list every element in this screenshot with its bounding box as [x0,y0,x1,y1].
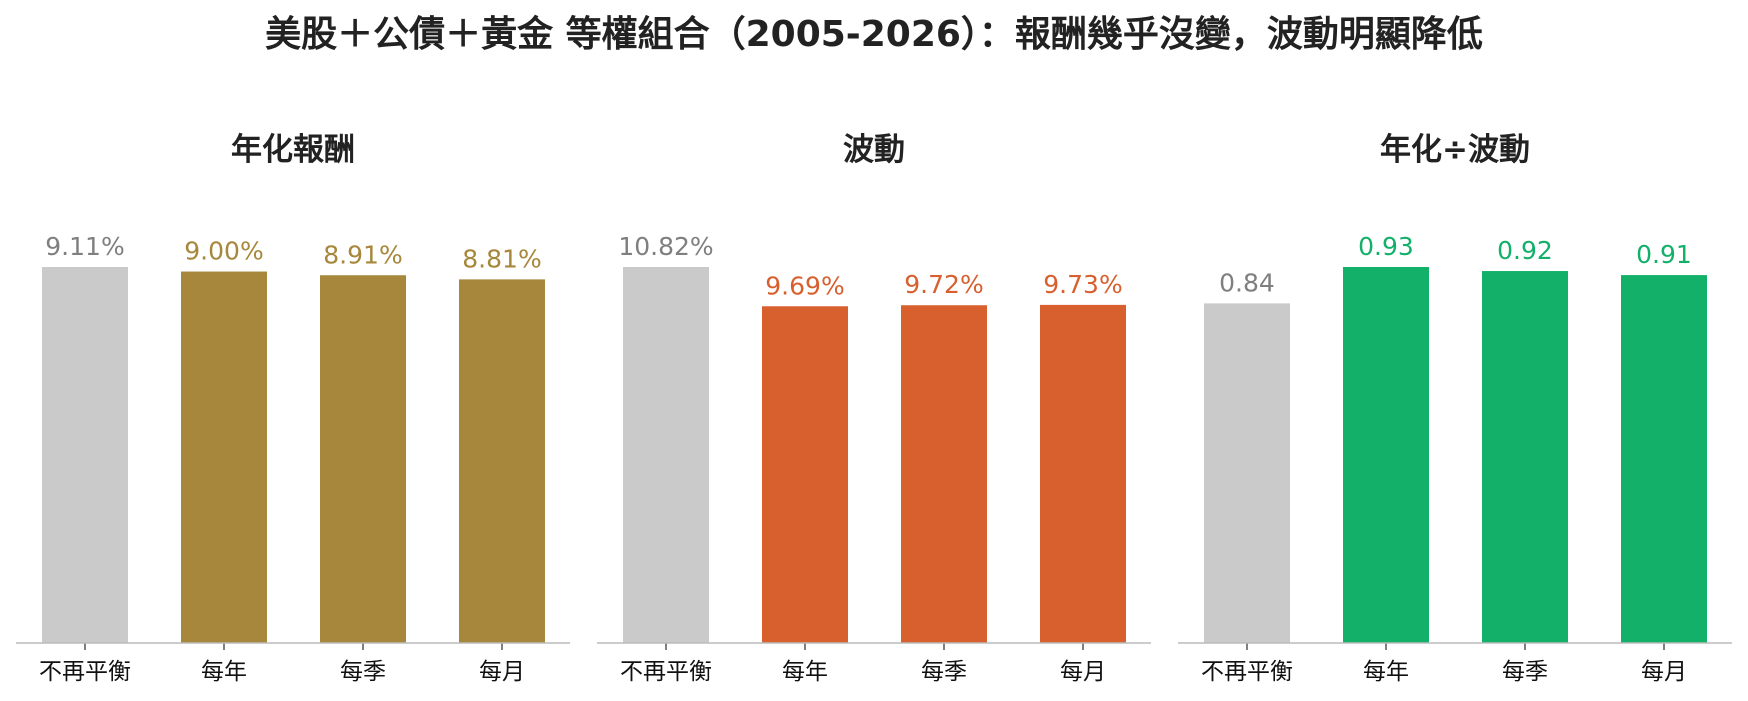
value-label: 9.72% [904,270,983,299]
x-tick-label: 每月 [479,659,525,685]
value-label: 10.82% [618,232,713,261]
bar-每月 [1040,304,1126,643]
value-label: 0.93 [1358,232,1414,261]
x-tick-label: 每年 [201,659,247,685]
chart-panel-3: 年化÷波動 0.84 不再平衡 0.93 每年 0.92 每季 0.91 每月 [1178,132,1732,685]
panel-title: 年化報酬 [231,132,355,168]
value-label: 9.73% [1043,270,1122,299]
value-label: 8.91% [323,240,402,269]
value-label: 0.92 [1497,236,1553,265]
bar-每季 [1482,271,1568,643]
x-tick-label: 每年 [1363,659,1409,685]
value-label: 8.81% [462,244,541,273]
panel-title: 波動 [843,132,905,168]
bar-每季 [320,275,406,643]
x-tick-label: 每季 [921,659,967,685]
x-tick-label: 每季 [340,659,386,685]
bar-每年 [181,271,267,643]
x-tick-label: 每月 [1641,659,1687,685]
bar-不再平衡 [1204,303,1290,643]
value-label: 9.11% [45,232,124,261]
figure-title: 美股＋公債＋黃金 等權組合（2005-2026）：報酬幾乎沒變，波動明顯降低 [265,13,1483,55]
x-tick-label: 每月 [1060,659,1106,685]
x-tick-label: 每季 [1502,659,1548,685]
value-label: 9.00% [184,237,263,266]
bar-每月 [1621,275,1707,643]
chart-panels: 年化報酬 9.11% 不再平衡 9.00% 每年 8.91% 每季 8.81% 每月 波動 10.8… [16,132,1732,685]
value-label: 9.69% [765,271,844,300]
bar-每年 [762,306,848,643]
bar-每季 [901,305,987,643]
x-tick-label: 不再平衡 [39,659,131,685]
bar-每年 [1343,267,1429,643]
x-tick-label: 每年 [782,659,828,685]
chart-panel-2: 波動 10.82% 不再平衡 9.69% 每年 9.72% 每季 9.73% 每月 [597,132,1151,685]
bar-不再平衡 [623,267,709,643]
panel-title: 年化÷波動 [1380,132,1530,168]
bar-每月 [459,279,545,643]
chart-panel-1: 年化報酬 9.11% 不再平衡 9.00% 每年 8.91% 每季 8.81% 每月 [16,132,570,685]
value-label: 0.84 [1219,268,1275,297]
x-tick-label: 不再平衡 [620,659,712,685]
bar-不再平衡 [42,267,128,643]
value-label: 0.91 [1636,240,1692,269]
x-tick-label: 不再平衡 [1201,659,1293,685]
